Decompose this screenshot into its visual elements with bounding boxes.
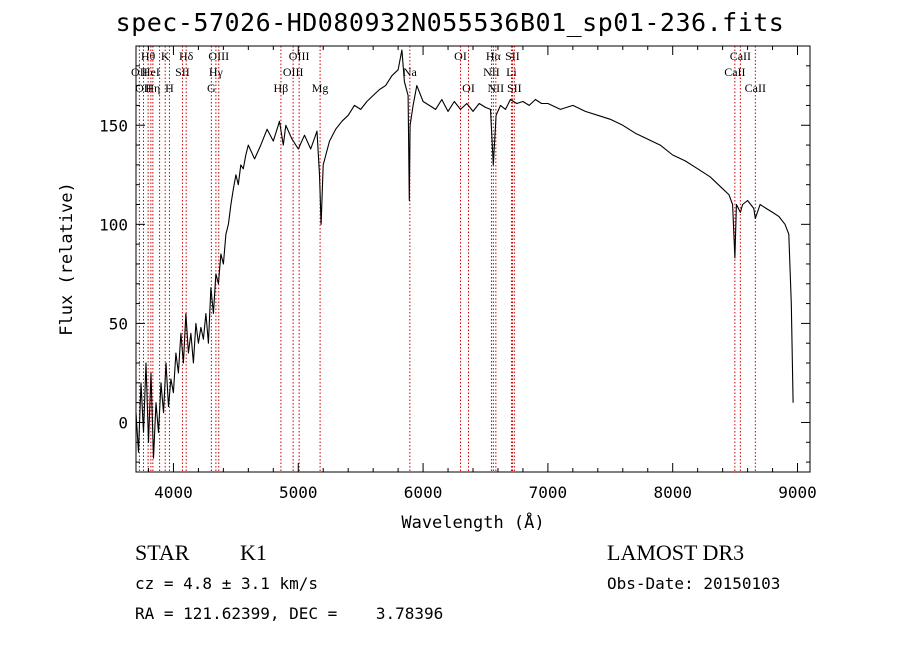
redshift-cz: cz = 4.8 ± 3.1 km/s xyxy=(135,574,319,593)
line-marker-label-21: Hα xyxy=(486,49,502,63)
line-marker-label-22: NII xyxy=(488,81,505,95)
line-marker-label-24: SII xyxy=(505,49,520,63)
plot-frame xyxy=(135,45,811,473)
x-tick-label-0: 4000 xyxy=(154,483,193,502)
x-tick-label-1: 5000 xyxy=(279,483,318,502)
line-marker-label-9: Hδ xyxy=(179,49,194,63)
x-tick-label-4: 8000 xyxy=(653,483,692,502)
y-tick-label-1: 50 xyxy=(109,314,128,333)
survey-label: LAMOST DR3 xyxy=(607,540,745,565)
x-tick-label-3: 7000 xyxy=(529,483,568,502)
line-marker-label-16: Mg xyxy=(312,81,329,95)
object-class: STAR xyxy=(135,540,190,565)
line-marker-label-26: CaII xyxy=(724,65,745,79)
y-tick-label-2: 100 xyxy=(99,215,128,234)
y-axis-label: Flux (relative) xyxy=(57,182,77,336)
x-tick-label-5: 9000 xyxy=(778,483,817,502)
line-marker-label-19: OI xyxy=(462,81,475,95)
line-marker-label-8: SII xyxy=(175,65,190,79)
x-tick-label-2: 6000 xyxy=(404,483,443,502)
line-marker-label-6: K xyxy=(161,49,170,63)
line-marker-label-14: OIII xyxy=(283,65,304,79)
line-marker-label-11: Hγ xyxy=(209,65,224,79)
line-marker-label-2: Hθ xyxy=(141,49,156,63)
line-marker-label-7: H xyxy=(165,81,174,95)
line-marker-label-3: HeI xyxy=(142,65,160,79)
line-marker-label-23: Li xyxy=(506,65,517,79)
line-marker-label-20: NII xyxy=(483,65,500,79)
line-marker-label-10: G xyxy=(207,81,216,95)
line-marker-label-15: OIII xyxy=(289,49,310,63)
line-marker-label-17: Na xyxy=(403,65,418,79)
line-marker-label-25: SII xyxy=(507,81,522,95)
x-axis-label: Wavelength (Å) xyxy=(401,511,544,533)
line-marker-label-13: Hβ xyxy=(274,81,289,95)
y-tick-label-3: 150 xyxy=(99,116,128,135)
line-marker-label-4: Hη xyxy=(145,81,160,95)
line-marker-label-12: OIII xyxy=(208,49,229,63)
line-marker-label-27: CaII xyxy=(730,49,751,63)
chart-title: spec-57026-HD080932N055536B01_sp01-236.f… xyxy=(115,8,785,37)
spectrum-line xyxy=(135,49,794,459)
y-tick-label-0: 0 xyxy=(118,413,128,432)
line-marker-label-28: CaII xyxy=(745,81,766,95)
object-subclass: K1 xyxy=(240,540,267,565)
line-marker-label-18: OI xyxy=(454,49,467,63)
observation-date: Obs-Date: 20150103 xyxy=(607,574,781,593)
ra-dec-coordinates: RA = 121.62399, DEC = 3.78396 xyxy=(135,604,444,623)
